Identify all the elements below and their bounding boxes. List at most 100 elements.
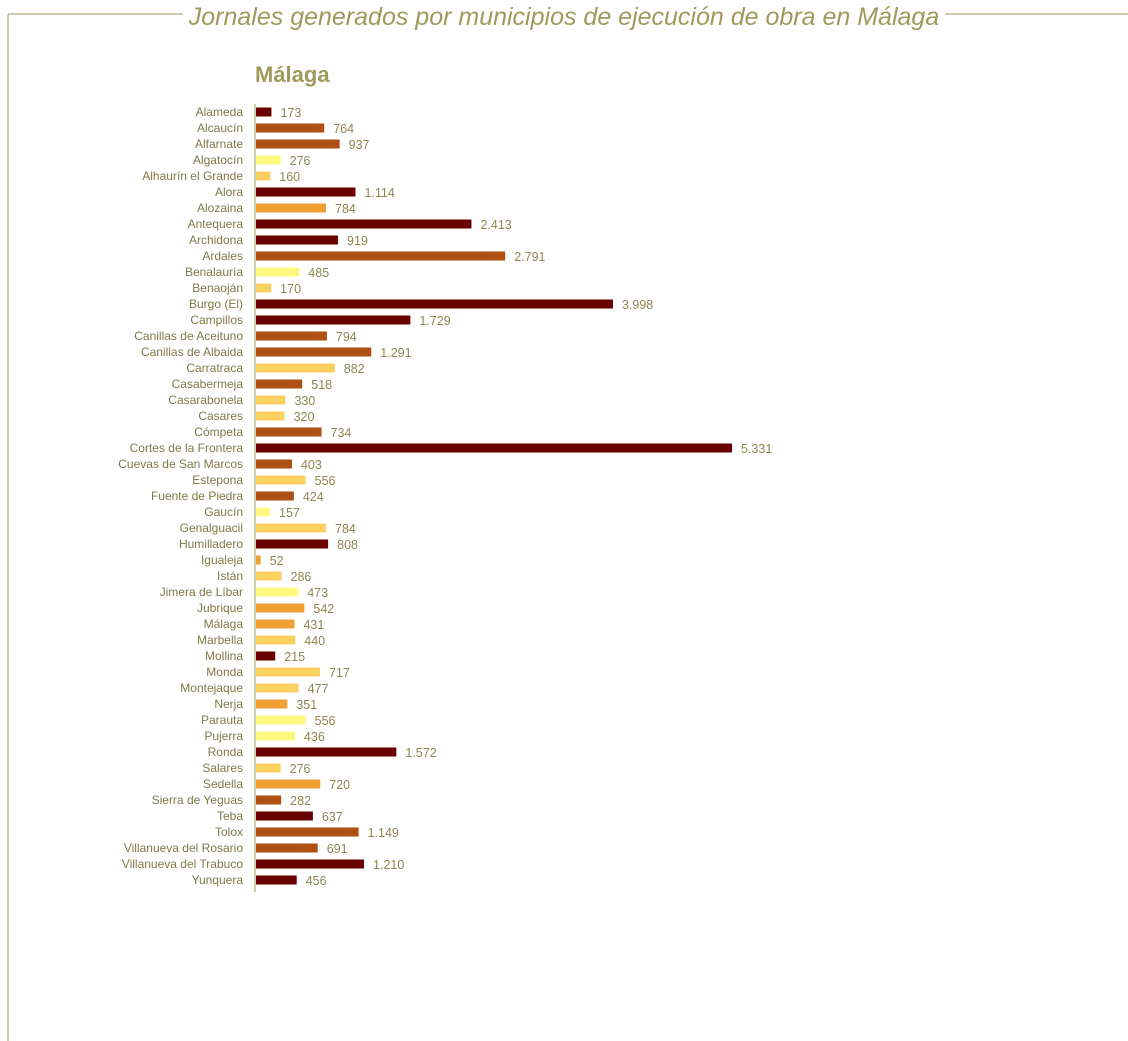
category-label: Igualeja	[201, 553, 243, 567]
bar	[256, 859, 365, 869]
category-label: Alhaurín el Grande	[142, 169, 243, 183]
category-label: Casabermeja	[172, 377, 244, 391]
value-label: 717	[329, 666, 350, 680]
bar	[256, 203, 327, 213]
bar	[256, 731, 295, 741]
bar	[256, 875, 297, 885]
bar	[256, 107, 272, 117]
category-label: Sedella	[203, 777, 243, 791]
category-label: Marbella	[197, 633, 243, 647]
value-label: 2.791	[514, 250, 545, 264]
value-label: 431	[303, 618, 324, 632]
bar	[256, 555, 261, 565]
page-header-title: Jornales generados por municipios de eje…	[0, 0, 1128, 34]
bar	[256, 363, 335, 373]
bar	[256, 459, 292, 469]
value-label: 424	[303, 490, 324, 504]
value-label: 937	[349, 138, 370, 152]
bar-group: Alameda 173 Alcaucín 764 Alfarnate 937 Algatoc…	[118, 104, 772, 892]
value-label: 720	[329, 778, 350, 792]
value-label: 691	[327, 842, 348, 856]
bar	[256, 171, 271, 181]
value-label: 882	[344, 362, 365, 376]
category-label: Monda	[206, 665, 243, 679]
value-label: 276	[290, 762, 311, 776]
category-label: Cómpeta	[194, 425, 243, 439]
bar	[256, 315, 411, 325]
category-label: Pujerra	[204, 729, 243, 743]
category-label: Genalguacil	[180, 521, 243, 535]
value-label: 320	[294, 410, 315, 424]
value-label: 52	[270, 554, 284, 568]
category-label: Campillos	[190, 313, 243, 327]
bar	[256, 811, 313, 821]
value-label: 276	[290, 154, 311, 168]
category-label: Humilladero	[179, 537, 243, 551]
bar	[256, 139, 340, 149]
value-label: 157	[279, 506, 300, 520]
bar	[256, 763, 281, 773]
bar	[256, 507, 271, 517]
category-label: Alozaina	[197, 201, 243, 215]
bar	[256, 347, 372, 357]
value-label: 286	[291, 570, 312, 584]
category-label: Istán	[217, 569, 243, 583]
category-label: Casarabonela	[168, 393, 243, 407]
bar	[256, 571, 282, 581]
value-label: 784	[335, 202, 356, 216]
bar	[256, 443, 732, 453]
bar	[256, 603, 305, 613]
bar	[256, 411, 285, 421]
category-label: Canillas de Aceituno	[134, 329, 243, 343]
value-label: 351	[296, 698, 317, 712]
category-label: Sierra de Yeguas	[152, 793, 243, 807]
category-label: Yunquera	[192, 873, 244, 887]
category-label: Fuente de Piedra	[151, 489, 243, 503]
category-label: Nerja	[214, 697, 243, 711]
value-label: 456	[306, 874, 327, 888]
bar	[256, 683, 299, 693]
bar	[256, 395, 286, 405]
bar	[256, 219, 472, 229]
value-label: 477	[308, 682, 329, 696]
category-label: Alora	[215, 185, 243, 199]
value-label: 2.413	[480, 218, 511, 232]
category-label: Canillas de Albaida	[141, 345, 243, 359]
value-label: 485	[308, 266, 329, 280]
value-label: 5.331	[741, 442, 772, 456]
value-label: 556	[315, 714, 336, 728]
value-label: 403	[301, 458, 322, 472]
value-label: 518	[311, 378, 332, 392]
bar	[256, 619, 295, 629]
value-label: 160	[279, 170, 300, 184]
page-header-title-text: Jornales generados por municipios de eje…	[182, 3, 946, 31]
bar	[256, 747, 397, 757]
value-label: 3.998	[622, 298, 653, 312]
value-label: 919	[347, 234, 368, 248]
category-label: Alfarnate	[195, 137, 243, 151]
bar	[256, 251, 506, 261]
category-label: Tolox	[215, 825, 243, 839]
bar	[256, 667, 321, 677]
category-label: Málaga	[204, 617, 244, 631]
bar	[256, 331, 327, 341]
category-label: Cuevas de San Marcos	[118, 457, 243, 471]
category-label: Montejaque	[180, 681, 243, 695]
bar	[256, 779, 321, 789]
value-label: 330	[294, 394, 315, 408]
bar	[256, 715, 306, 725]
value-label: 764	[333, 122, 354, 136]
bar	[256, 283, 272, 293]
bar	[256, 795, 282, 805]
bar	[256, 123, 325, 133]
category-label: Alcaucín	[197, 121, 243, 135]
value-label: 1.729	[419, 314, 450, 328]
bar	[256, 379, 303, 389]
value-label: 436	[304, 730, 325, 744]
category-label: Carratraca	[186, 361, 243, 375]
bar	[256, 587, 299, 597]
category-label: Ronda	[208, 745, 244, 759]
category-label: Benalauría	[185, 265, 243, 279]
value-label: 1.114	[364, 186, 394, 200]
category-label: Antequera	[188, 217, 244, 231]
